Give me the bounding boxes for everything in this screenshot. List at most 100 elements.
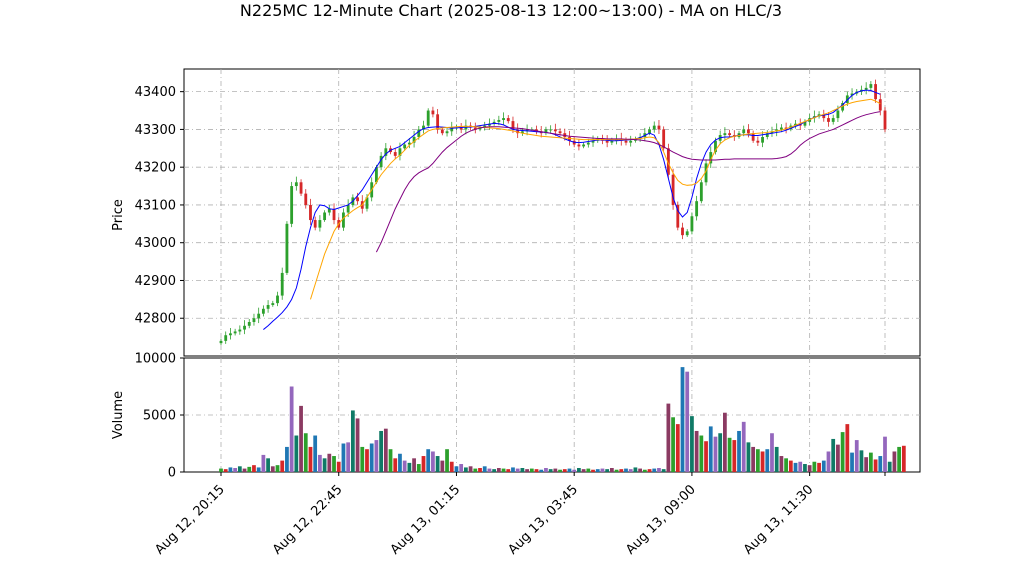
x-tick-label: Aug 13, 03:45 [506, 482, 582, 558]
candle-body [549, 129, 553, 131]
volume-bar [713, 436, 718, 472]
volume-bar [539, 469, 544, 472]
candle-body [751, 133, 755, 141]
volume-bar [383, 428, 388, 472]
volume-bar [609, 468, 614, 472]
x-tick-label: Aug 13, 09:00 [623, 482, 699, 558]
volume-bar [562, 469, 567, 472]
candle-body [313, 220, 317, 228]
candle-body [436, 114, 440, 130]
candle-body [516, 129, 520, 134]
volume-bar [864, 457, 869, 472]
volume-bar [897, 446, 902, 472]
candle-body [356, 197, 359, 202]
candle-body [544, 129, 548, 134]
volume-bar [652, 468, 657, 472]
volume-bar [454, 466, 459, 472]
candle-body [685, 231, 689, 236]
candle-body [497, 119, 501, 122]
candle-body [233, 331, 237, 334]
volume-bar [760, 451, 765, 472]
volume-bar [473, 468, 478, 472]
price-plot-area [183, 68, 921, 357]
volume-bar [812, 461, 817, 472]
volume-bar [327, 453, 332, 472]
candle-body [525, 129, 529, 132]
volume-bar [393, 458, 398, 472]
volume-bar [223, 469, 228, 472]
volume-bar [887, 461, 892, 472]
candle-body [878, 99, 882, 111]
volume-bar [793, 462, 798, 472]
candle-body [299, 182, 303, 194]
volume-bar [826, 451, 831, 472]
volume-bar [737, 430, 741, 472]
volume-bar [242, 468, 247, 472]
candle-body [506, 118, 510, 122]
volume-bar [228, 467, 233, 472]
candle-body [412, 136, 416, 143]
candle-body [431, 110, 435, 115]
volume-bar [572, 469, 577, 472]
volume-bar [482, 466, 487, 472]
candle-body [605, 140, 609, 143]
volume-bar [256, 467, 261, 472]
volume-bar [501, 468, 506, 472]
volume-tick-label: 0 [168, 466, 176, 481]
volume-bar [280, 460, 285, 472]
volume-bar [515, 468, 520, 472]
volume-bar [727, 437, 732, 472]
candle-body [822, 114, 826, 119]
volume-bar [633, 467, 638, 472]
volume-bar [741, 421, 746, 472]
candle-body [728, 133, 732, 136]
volume-bar [520, 468, 525, 472]
volume-bar [690, 416, 694, 472]
volume-bar [671, 417, 675, 472]
volume-bar [534, 469, 539, 472]
volume-bar [388, 449, 393, 472]
candle-body [309, 204, 312, 221]
volume-bar [398, 453, 402, 472]
volume-bar [322, 458, 327, 472]
volume-bar [492, 469, 497, 472]
candle-body [704, 163, 708, 183]
candle-body [440, 129, 444, 134]
chart-title: N225MC 12-Minute Chart (2025-08-13 12:00… [240, 1, 782, 20]
candle-body [374, 167, 378, 183]
candle-body [690, 216, 694, 232]
volume-bar [685, 371, 690, 472]
volume-bar [478, 468, 482, 472]
candle-body [520, 131, 524, 134]
candle-body [327, 208, 331, 213]
volume-bar [845, 424, 850, 472]
volume-bar [266, 458, 270, 472]
volume-bar [496, 468, 501, 472]
candle-body [459, 127, 463, 130]
candle-body [290, 186, 294, 224]
volume-bar [426, 449, 431, 472]
candle-body [676, 204, 680, 228]
candle-body [761, 136, 764, 143]
x-tick-label: Aug 13, 01:15 [388, 482, 464, 558]
candle-body [624, 140, 628, 143]
volume-bar [774, 446, 779, 472]
volume-bar [675, 424, 680, 472]
volume-bar [402, 460, 407, 472]
candle-body [332, 208, 336, 221]
candle-body [591, 140, 595, 143]
candle-body [342, 212, 345, 228]
volume-bar [840, 432, 845, 472]
candle-body [836, 110, 840, 119]
candle-body [803, 121, 807, 126]
candle-body [398, 148, 402, 156]
volume-bar [770, 433, 774, 472]
volume-bar [303, 433, 308, 472]
candle-body [874, 84, 877, 100]
volume-bar [779, 456, 784, 472]
volume-bar [624, 468, 628, 472]
candle-body [483, 125, 487, 128]
candle-body [502, 118, 505, 120]
volume-bar [506, 469, 511, 472]
candle-body [666, 148, 670, 175]
